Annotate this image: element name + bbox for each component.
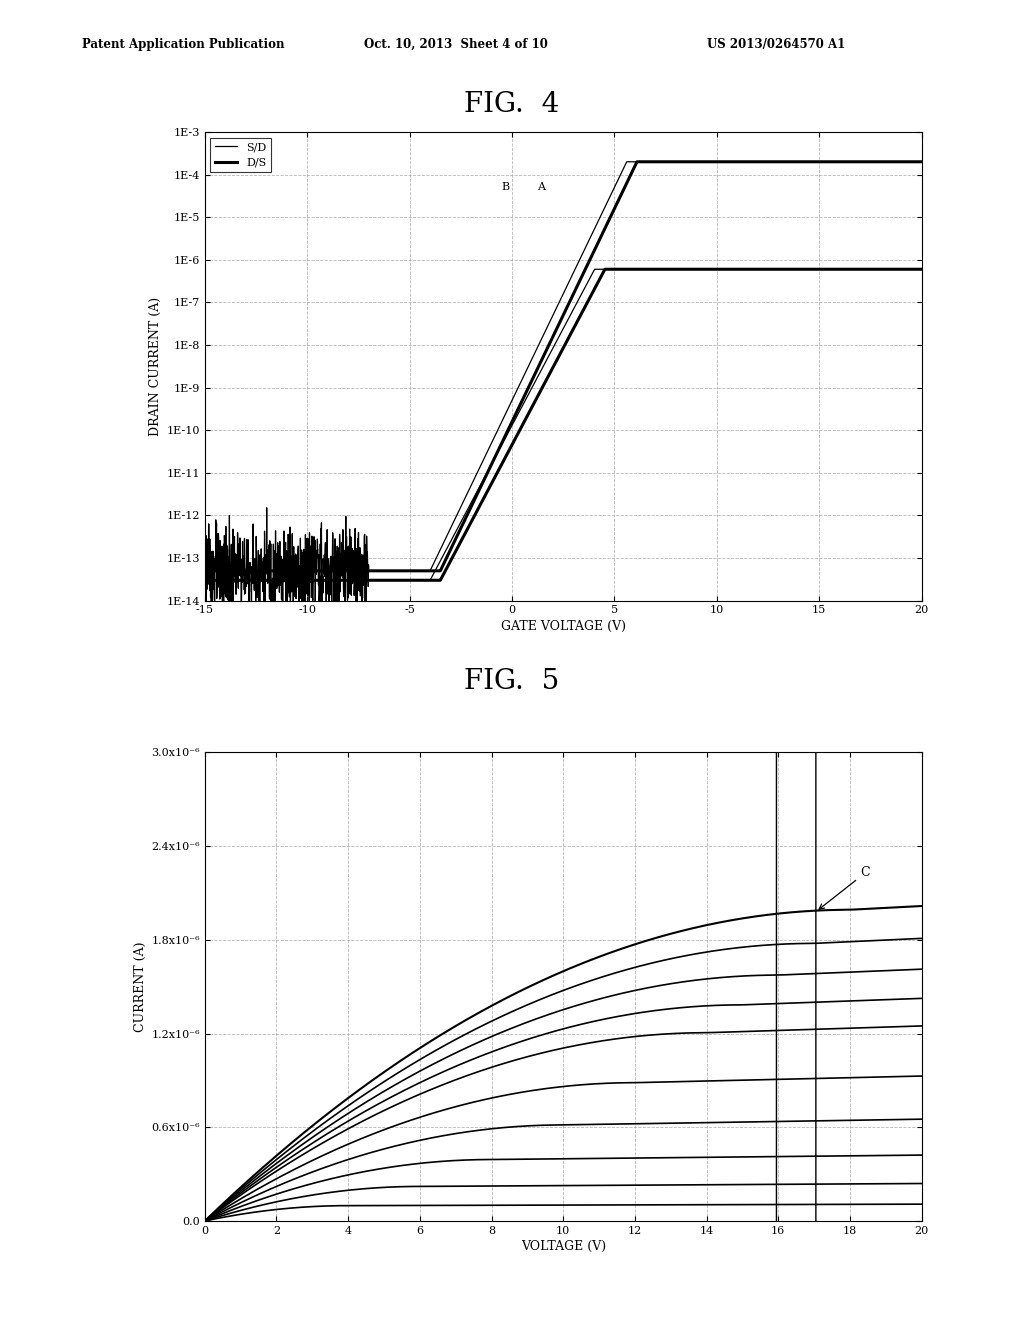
D/S	[824, 154, 837, 170]
S/D	[915, 154, 928, 170]
Legend: S/D, D/S: S/D, D/S	[210, 137, 270, 172]
D/S	[281, 562, 293, 578]
S/D	[281, 570, 293, 586]
Text: C: C	[819, 866, 870, 909]
Line: S/D: S/D	[205, 162, 922, 640]
Text: B: B	[502, 182, 510, 191]
S/D	[505, 395, 517, 411]
Line: D/S: D/S	[205, 162, 922, 570]
Text: A: A	[537, 182, 545, 191]
Text: Patent Application Publication: Patent Application Publication	[82, 37, 285, 50]
D/S	[323, 562, 335, 578]
D/S	[505, 416, 517, 432]
Y-axis label: DRAIN CURRENT (A): DRAIN CURRENT (A)	[150, 297, 162, 436]
S/D	[324, 578, 336, 594]
S/D	[902, 154, 914, 170]
X-axis label: VOLTAGE (V): VOLTAGE (V)	[520, 1239, 606, 1253]
Text: Oct. 10, 2013  Sheet 4 of 10: Oct. 10, 2013 Sheet 4 of 10	[364, 37, 548, 50]
D/S	[901, 154, 913, 170]
S/D	[621, 154, 633, 170]
S/D	[246, 632, 258, 648]
Text: FIG.  5: FIG. 5	[464, 668, 560, 696]
D/S	[915, 154, 928, 170]
S/D	[824, 154, 837, 170]
D/S	[473, 480, 485, 496]
Text: FIG.  4: FIG. 4	[464, 91, 560, 119]
Text: US 2013/0264570 A1: US 2013/0264570 A1	[707, 37, 845, 50]
X-axis label: GATE VOLTAGE (V): GATE VOLTAGE (V)	[501, 619, 626, 632]
D/S	[199, 562, 211, 578]
S/D	[474, 459, 486, 475]
S/D	[199, 586, 211, 602]
D/S	[631, 154, 643, 170]
Y-axis label: CURRENT (A): CURRENT (A)	[134, 941, 147, 1032]
